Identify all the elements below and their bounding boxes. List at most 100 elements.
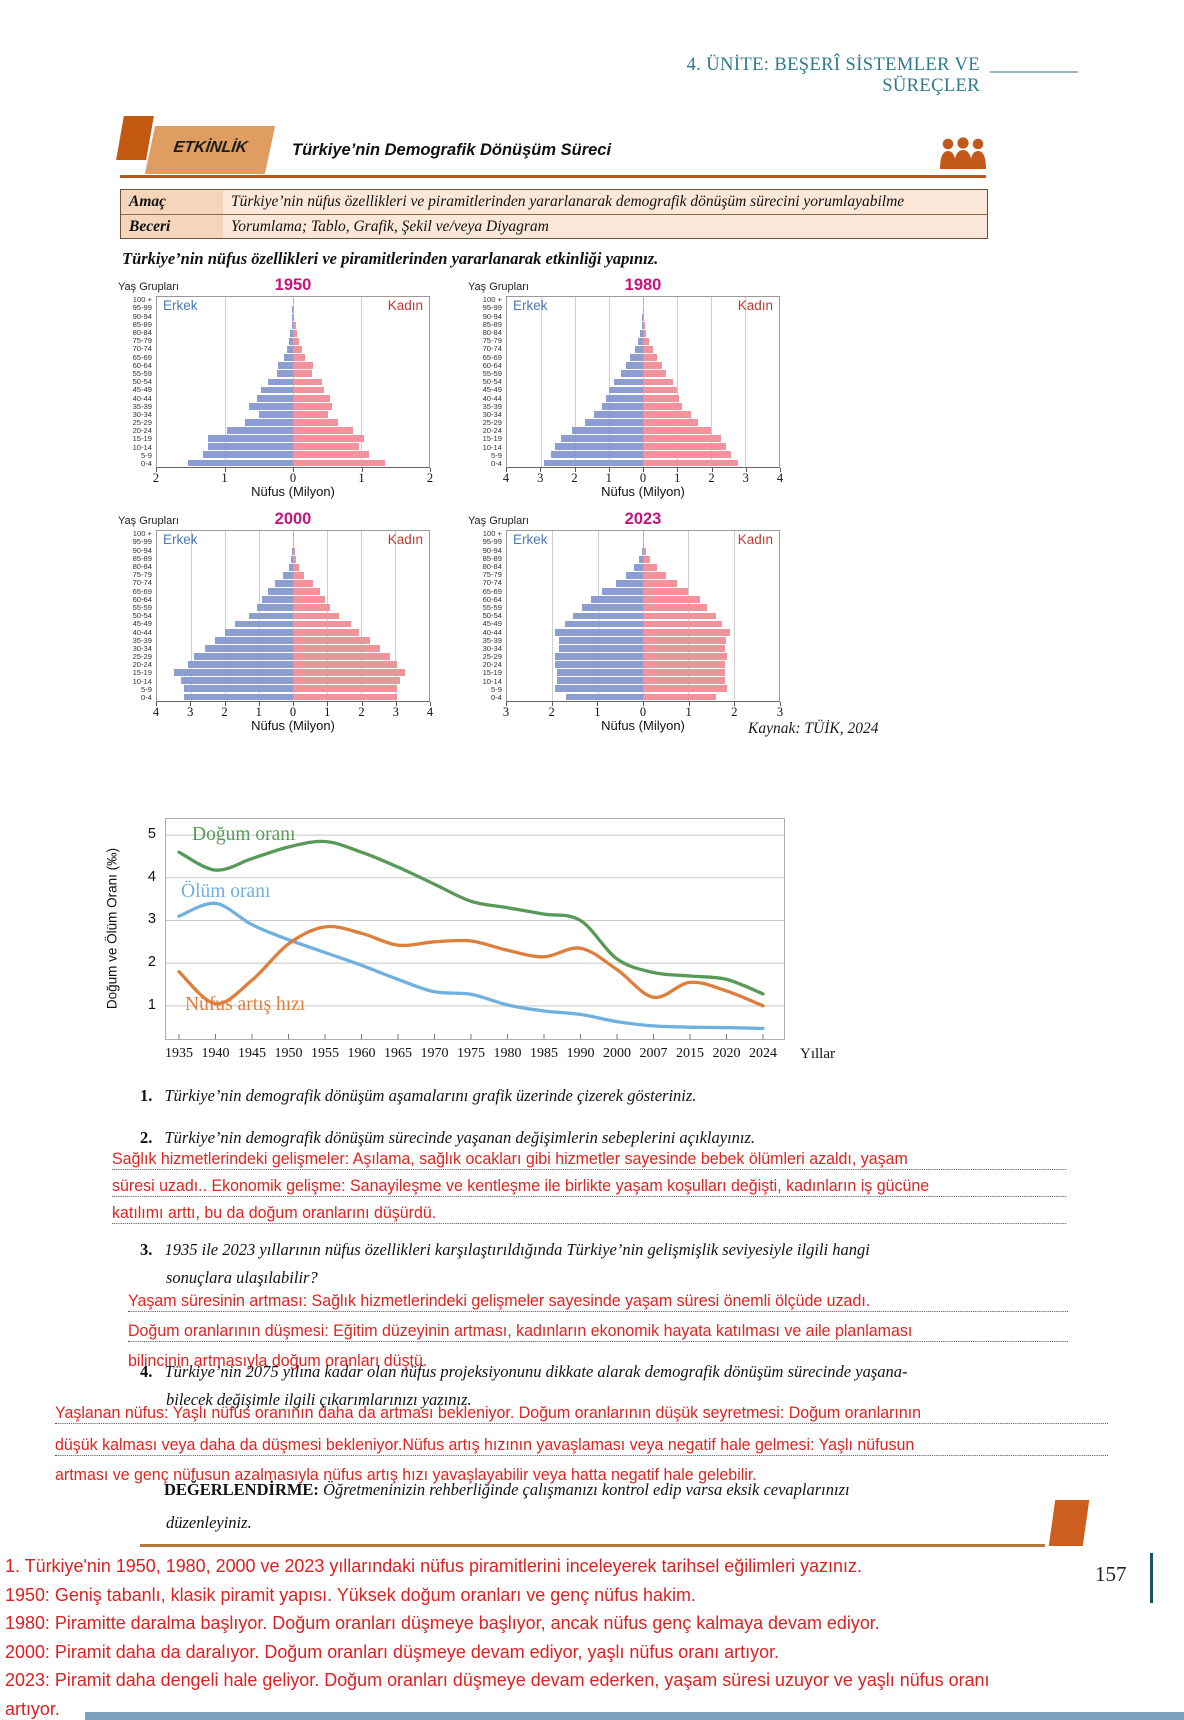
pyramid-bar-row [157, 669, 429, 677]
birth-rate-label: Doğum oranı [192, 824, 296, 845]
female-bar [293, 547, 295, 555]
male-bar [641, 547, 643, 555]
pyramid-bar-row [507, 386, 779, 394]
evaluation-text-line-2: düzenleyiniz. [166, 1513, 252, 1532]
activity-info-table: Amaç Türkiye’nin nüfus özellikleri ve pi… [120, 189, 988, 239]
age-group-label: 100 + [132, 295, 152, 305]
female-bar [293, 572, 305, 579]
pyramid-bars [507, 531, 779, 701]
pyramid-x-ticks: 3 2 1 0 1 2 3 [503, 702, 783, 719]
pyramid-bar-row [157, 580, 429, 588]
age-group-label: 10-14 [132, 442, 152, 452]
age-group-label: 15-19 [482, 668, 502, 678]
male-bar [288, 338, 293, 345]
female-bar [293, 321, 296, 329]
male-bar [286, 346, 293, 354]
answer-q4-line-1: Yaşlanan nüfus: Yaşlı nüfus oranının dah… [55, 1403, 1108, 1424]
age-groups-axis-label: Yaş Grupları [118, 515, 179, 527]
age-group-label: 45-49 [132, 385, 152, 395]
age-group-label: 25-29 [132, 418, 152, 428]
pyramid-bar-row [507, 354, 779, 362]
population-pyramid-1950: Yaş Grupları 1950 100 +95-99 90-94 85-89 80-8… [118, 276, 433, 500]
pyramid-bar-row [157, 370, 429, 378]
male-bar [590, 596, 643, 604]
female-bar [643, 362, 662, 370]
age-group-label: 70-74 [482, 344, 502, 354]
female-bar [643, 580, 677, 588]
tick-mark [688, 702, 690, 706]
tick-mark [574, 468, 576, 472]
female-bar [643, 378, 673, 386]
tick-mark [745, 468, 747, 472]
x-tick-label: 1960 [347, 1046, 376, 1061]
female-bar [643, 661, 725, 668]
male-bar [291, 547, 293, 555]
male-bar [256, 394, 293, 402]
female-bar [643, 596, 700, 604]
female-bar [293, 305, 294, 313]
age-group-label: 30-34 [482, 643, 502, 653]
female-legend-label: Kadın [387, 298, 423, 313]
tick-mark [780, 702, 781, 706]
question-2-text: Türkiye’nin demografik dönüşüm sürecinde… [164, 1128, 756, 1147]
male-bar [290, 330, 293, 337]
info-label-beceri: Beceri [121, 214, 223, 238]
female-bar [643, 669, 725, 677]
female-bar [293, 346, 302, 354]
footer-corner-shape [1048, 1500, 1090, 1546]
female-bar [293, 612, 339, 620]
x-tick-label: 1980 [493, 1046, 522, 1061]
female-bar [643, 555, 650, 563]
male-bar [638, 555, 643, 563]
pyramid-bar-row [507, 410, 779, 418]
pyramid-bar-row [157, 636, 429, 644]
rates-chart-y-axis-label: Doğum ve Ölüm Oranı (‰) [104, 847, 120, 1010]
pyramid-bar-row [157, 563, 429, 571]
age-group-label: 85-89 [132, 319, 152, 329]
x-tick-label: 1945 [238, 1046, 266, 1061]
female-bar [643, 564, 657, 571]
x-tick-label: 0 [289, 705, 297, 719]
female-legend-label: Kadın [737, 298, 773, 313]
age-group-label: 40-44 [132, 627, 152, 637]
pyramid-bars [157, 531, 429, 701]
age-group-label: 35-39 [132, 401, 152, 411]
age-group-label: 35-39 [482, 635, 502, 645]
age-group-label: 85-89 [482, 319, 502, 329]
pyramid-x-axis-label: Nüfus (Milyon) [601, 718, 685, 733]
y-tick-label: 3 [147, 911, 156, 928]
male-bar [214, 636, 293, 644]
gridline [552, 531, 554, 701]
info-value-beceri: Yorumlama; Tablo, Grafik, Şekil ve/veya … [223, 214, 987, 238]
male-bar [633, 564, 643, 571]
x-tick-label: 4 [152, 705, 160, 719]
male-bar [551, 451, 643, 459]
age-group-label: 5-9 [141, 684, 152, 694]
age-group-label: 15-19 [132, 434, 152, 444]
header-rule [990, 71, 1078, 73]
age-group-label: 70-74 [482, 578, 502, 588]
pyramid-bar-row [157, 297, 429, 305]
female-bar [643, 604, 708, 612]
female-bar [293, 297, 294, 305]
male-bar [620, 370, 643, 378]
male-bar [626, 572, 643, 579]
x-tick-label: 2020 [712, 1046, 741, 1061]
pyramid-bar-row [507, 547, 779, 555]
age-group-label: 65-69 [482, 586, 502, 596]
pyramid-bar-row [157, 435, 429, 443]
age-group-label: 55-59 [482, 368, 502, 378]
x-tick-label: 0 [639, 705, 647, 719]
female-bar [293, 669, 406, 677]
x-tick-label: 1 [221, 471, 228, 485]
female-bar [643, 427, 711, 434]
pyramid-plot: Erkek Kadın [156, 530, 430, 702]
x-tick-label: 1 [358, 471, 365, 485]
male-bar [257, 604, 293, 612]
x-tick-label: 4 [426, 705, 434, 719]
male-bar [581, 604, 643, 612]
tick-mark [258, 702, 260, 706]
tick-mark [156, 468, 157, 472]
x-tick-label: 3 [187, 705, 194, 719]
female-bar [293, 443, 359, 451]
